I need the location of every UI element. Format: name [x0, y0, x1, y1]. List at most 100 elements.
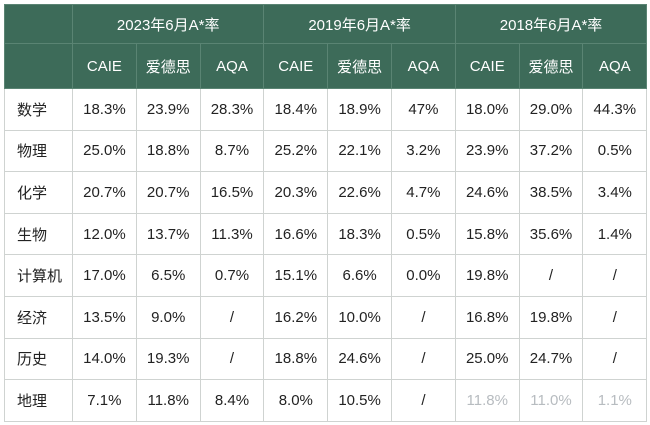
- value-cell: /: [582, 337, 648, 381]
- value-cell: 29.0%: [518, 88, 584, 131]
- value-cell: 28.3%: [199, 88, 265, 131]
- table-row: 数学 18.3% 23.9% 28.3% 18.4% 18.9% 47% 18.0% 29.0%…: [4, 88, 648, 131]
- board-header: CAIE: [454, 43, 520, 89]
- subject-cell: 物理: [4, 129, 73, 173]
- table-row: 物理 25.0% 18.8% 8.7% 25.2% 22.1% 3.2% 23.9% 37.2%…: [4, 129, 648, 173]
- table-row: 计算机 17.0% 6.5% 0.7% 15.1% 6.6% 0.0% 19.8% / /: [4, 254, 648, 297]
- value-cell: 23.9%: [454, 129, 520, 173]
- value-cell: 16.6%: [263, 212, 329, 256]
- corner-cell: [4, 43, 73, 89]
- value-cell: /: [582, 295, 648, 339]
- value-cell: 17.0%: [72, 254, 137, 297]
- value-cell: 16.2%: [263, 295, 329, 339]
- subject-cell: 经济: [4, 295, 73, 339]
- subject-cell: 计算机: [4, 254, 73, 297]
- value-cell: 18.0%: [454, 88, 520, 131]
- value-cell: 18.3%: [72, 88, 137, 131]
- value-cell: 11.0%: [518, 379, 584, 422]
- value-cell: /: [391, 295, 456, 339]
- value-cell: 38.5%: [518, 171, 584, 214]
- table-header: 2023年6月A*率 2019年6月A*率 2018年6月A*率 CAIE 爱德…: [4, 4, 648, 89]
- value-cell: 8.0%: [263, 379, 329, 422]
- subject-cell: 历史: [4, 337, 73, 381]
- value-cell: 13.5%: [72, 295, 137, 339]
- value-cell: 18.4%: [263, 88, 329, 131]
- subject-cell: 地理: [4, 379, 73, 422]
- value-cell: 24.7%: [518, 337, 584, 381]
- value-cell: 3.4%: [582, 171, 648, 214]
- value-cell: /: [199, 337, 265, 381]
- value-cell: 8.7%: [199, 129, 265, 173]
- board-header: AQA: [391, 43, 456, 89]
- subject-cell: 化学: [4, 171, 73, 214]
- value-cell: 23.9%: [135, 88, 201, 131]
- value-cell: 25.0%: [454, 337, 520, 381]
- value-cell: 25.0%: [72, 129, 137, 173]
- results-table: 2023年6月A*率 2019年6月A*率 2018年6月A*率 CAIE 爱德…: [4, 4, 648, 422]
- value-cell: /: [199, 295, 265, 339]
- value-cell: 6.6%: [327, 254, 392, 297]
- table-row: 生物 12.0% 13.7% 11.3% 16.6% 18.3% 0.5% 15.8% 35.6…: [4, 212, 648, 256]
- value-cell: 16.8%: [454, 295, 520, 339]
- value-cell: 8.4%: [199, 379, 265, 422]
- value-cell: 44.3%: [582, 88, 648, 131]
- value-cell: 10.0%: [327, 295, 392, 339]
- value-cell: /: [518, 254, 584, 297]
- table-row: 经济 13.5% 9.0%/16.2% 10.0%/16.8% 19.8% /: [4, 295, 648, 339]
- table-row: 历史 14.0% 19.3%/18.8% 24.6%/25.0% 24.7% /: [4, 337, 648, 381]
- value-cell: 22.6%: [327, 171, 392, 214]
- value-cell: 6.5%: [135, 254, 201, 297]
- value-cell: 0.0%: [391, 254, 456, 297]
- value-cell: 19.8%: [518, 295, 584, 339]
- table-body: 数学 18.3% 23.9% 28.3% 18.4% 18.9% 47% 18.0% 29.0%…: [4, 88, 648, 422]
- value-cell: 11.3%: [199, 212, 265, 256]
- subject-cell: 数学: [4, 88, 73, 131]
- value-cell: 1.1%: [582, 379, 648, 422]
- value-cell: 0.5%: [391, 212, 456, 256]
- value-cell: 24.6%: [327, 337, 392, 381]
- value-cell: 13.7%: [135, 212, 201, 256]
- value-cell: 9.0%: [135, 295, 201, 339]
- board-header: AQA: [582, 43, 648, 89]
- value-cell: 16.5%: [199, 171, 265, 214]
- value-cell: 20.3%: [263, 171, 329, 214]
- value-cell: 3.2%: [391, 129, 456, 173]
- value-cell: 20.7%: [135, 171, 201, 214]
- value-cell: 18.3%: [327, 212, 392, 256]
- results-table-container: 2023年6月A*率 2019年6月A*率 2018年6月A*率 CAIE 爱德…: [4, 4, 648, 422]
- corner-cell: [4, 4, 73, 44]
- value-cell: /: [391, 379, 456, 422]
- value-cell: 12.0%: [72, 212, 137, 256]
- board-header: CAIE: [72, 43, 137, 89]
- board-header: CAIE: [263, 43, 329, 89]
- value-cell: 24.6%: [454, 171, 520, 214]
- value-cell: 0.5%: [582, 129, 648, 173]
- value-cell: 11.8%: [135, 379, 201, 422]
- year-header: 2023年6月A*率: [71, 4, 265, 44]
- year-header-row: 2023年6月A*率 2019年6月A*率 2018年6月A*率: [4, 4, 648, 44]
- value-cell: 19.8%: [454, 254, 520, 297]
- value-cell: 47%: [391, 88, 456, 131]
- board-header-row: CAIE 爱德思 AQA CAIE 爱德思 AQA CAIE 爱德思 AQA: [4, 43, 648, 89]
- value-cell: 22.1%: [327, 129, 392, 173]
- value-cell: 20.7%: [72, 171, 137, 214]
- value-cell: /: [582, 254, 648, 297]
- value-cell: /: [391, 337, 456, 381]
- value-cell: 37.2%: [518, 129, 584, 173]
- value-cell: 11.8%: [454, 379, 520, 422]
- value-cell: 18.9%: [327, 88, 392, 131]
- subject-cell: 生物: [4, 212, 73, 256]
- value-cell: 14.0%: [72, 337, 137, 381]
- year-header: 2019年6月A*率: [263, 4, 456, 44]
- value-cell: 15.1%: [263, 254, 329, 297]
- board-header: AQA: [199, 43, 265, 89]
- value-cell: 4.7%: [391, 171, 456, 214]
- value-cell: 1.4%: [582, 212, 648, 256]
- table-row: 地理 7.1% 11.8% 8.4% 8.0% 10.5%/11.8% 11.0% 1.1%: [4, 379, 648, 422]
- value-cell: 10.5%: [327, 379, 392, 422]
- value-cell: 18.8%: [263, 337, 329, 381]
- board-header: 爱德思: [518, 43, 584, 89]
- value-cell: 0.7%: [199, 254, 265, 297]
- value-cell: 35.6%: [518, 212, 584, 256]
- value-cell: 18.8%: [135, 129, 201, 173]
